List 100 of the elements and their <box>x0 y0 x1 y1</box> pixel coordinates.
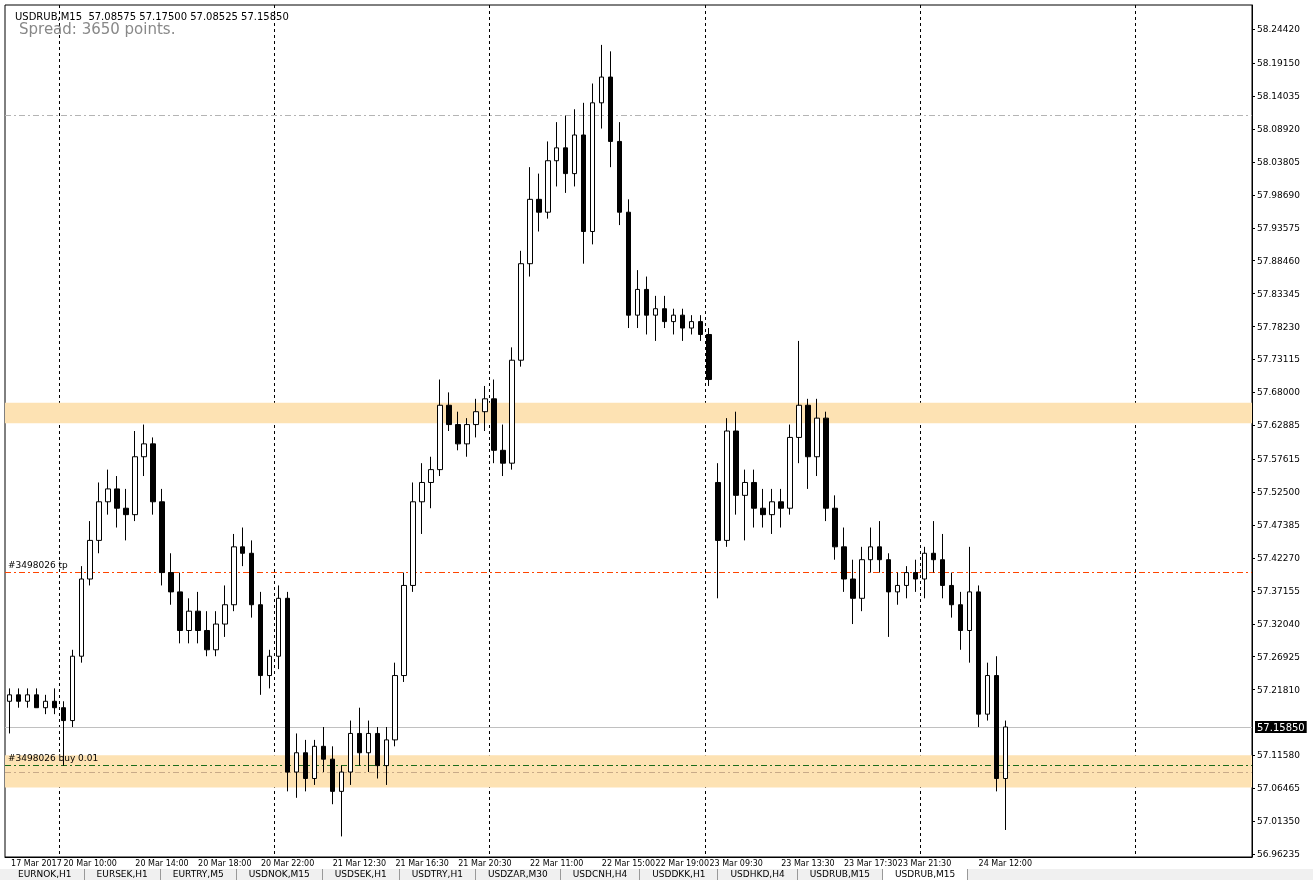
candlestick <box>357 707 362 767</box>
text: USDZAR,M30 <box>475 869 561 880</box>
x-tick-label: 20 Mar 14:00 <box>135 858 189 868</box>
candlestick <box>581 102 586 265</box>
candlestick <box>590 83 595 245</box>
candlestick <box>949 572 954 619</box>
candlestick <box>518 250 524 368</box>
candlestick <box>671 308 676 335</box>
x-tick-label: 22 Mar 11:00 <box>530 858 584 868</box>
candlestick <box>877 520 882 574</box>
candlestick <box>751 469 757 529</box>
candlestick <box>769 488 775 535</box>
y-tick-label: 58.03805 <box>1257 156 1300 167</box>
candlestick <box>105 469 111 516</box>
candlestick <box>339 765 344 837</box>
y-tick-label: 57.57615 <box>1257 454 1300 465</box>
candlestick <box>70 649 75 728</box>
candlestick <box>52 687 57 715</box>
candlestick <box>509 346 515 471</box>
y-tick-label: 58.19150 <box>1257 58 1301 69</box>
candlestick <box>554 121 559 187</box>
candlestick <box>967 546 972 664</box>
candlestick <box>958 591 963 651</box>
candlestick <box>16 687 21 709</box>
text: EURSEK,H1 <box>84 869 161 880</box>
candlestick <box>231 533 237 612</box>
y-tick-label: 57.26925 <box>1257 651 1300 662</box>
candlestick <box>563 115 568 194</box>
text: USDTRY,H1 <box>399 869 476 880</box>
candlestick <box>841 527 847 593</box>
x-tick-label: 23 Mar 21:30 <box>897 858 952 868</box>
candlestick <box>742 469 748 541</box>
candlestick <box>204 610 210 657</box>
y-tick-label: 57.78230 <box>1257 321 1301 332</box>
candlestick <box>617 121 622 226</box>
text: USDHKD,H4 <box>718 869 798 880</box>
text: USDRUB,M15 <box>797 869 883 880</box>
candlestick <box>348 720 353 786</box>
y-tick-label: 57.06465 <box>1257 783 1300 794</box>
x-tick-label: 23 Mar 09:30 <box>709 858 763 868</box>
candlestick <box>985 662 990 722</box>
candlestick <box>455 411 461 451</box>
text: EURNOK,H1 <box>6 869 85 880</box>
candlestick <box>446 391 452 432</box>
x-tick-label: 20 Mar 10:00 <box>63 858 117 868</box>
candlestick <box>832 494 838 561</box>
text: EURTRY,M5 <box>160 869 237 880</box>
x-tick-label: 22 Mar 19:00 <box>655 858 710 868</box>
candlestick <box>778 488 784 529</box>
y-tick-label: 56.96235 <box>1257 849 1300 860</box>
y-tick-label: 57.32040 <box>1257 618 1301 629</box>
text: USDRUB,M15 <box>883 869 969 880</box>
candlestick <box>644 276 649 335</box>
candlestick <box>195 591 201 644</box>
candlestick <box>132 430 138 522</box>
candlestick <box>294 732 299 799</box>
y-tick-label: 57.62885 <box>1257 420 1300 431</box>
text: USDDKK,H1 <box>640 869 719 880</box>
candlestick <box>796 340 802 464</box>
candlestick <box>635 269 640 329</box>
y-tick-label: 57.42270 <box>1257 552 1301 563</box>
candlestick <box>653 295 658 342</box>
x-tick-label: 20 Mar 22:00 <box>260 858 315 868</box>
x-tick-label: 17 Mar 2017 <box>11 858 62 868</box>
candlestick <box>994 655 999 792</box>
candlestick <box>976 584 981 728</box>
y-tick-label: 57.83345 <box>1257 288 1300 299</box>
candlestick <box>410 481 416 593</box>
candlestick <box>868 527 873 574</box>
x-tick-label: 23 Mar 17:30 <box>844 858 898 868</box>
candlestick <box>375 726 380 779</box>
candlestick <box>384 726 389 786</box>
text: USDNOK,M15 <box>236 869 323 880</box>
text: USDCNH,H4 <box>560 869 641 880</box>
candlestick <box>428 456 434 509</box>
text: USDRUB,M15 57.08575 57.17500 57.08525 57.15850 <box>15 10 289 22</box>
candlestick <box>473 398 479 438</box>
candlestick <box>366 720 371 773</box>
candlestick <box>186 597 192 644</box>
candlestick <box>689 314 694 335</box>
y-tick-label: 57.21810 <box>1257 684 1301 695</box>
x-tick-label: 22 Mar 15:00 <box>601 858 656 868</box>
candlestick <box>527 166 533 278</box>
x-tick-label: 21 Mar 12:30 <box>332 858 387 868</box>
candlestick <box>7 687 12 734</box>
candlestick <box>464 417 470 458</box>
candlestick <box>222 584 228 638</box>
candlestick <box>419 462 425 535</box>
candlestick <box>401 572 407 683</box>
candlestick <box>123 488 129 541</box>
y-tick-label: 57.47385 <box>1257 520 1300 531</box>
candlestick <box>258 591 263 696</box>
candlestick <box>904 565 909 599</box>
candlestick <box>141 424 147 477</box>
candlestick <box>680 308 685 342</box>
candlestick <box>168 552 174 606</box>
candlestick <box>96 481 102 554</box>
y-tick-label: 57.11580 <box>1257 750 1301 761</box>
y-tick-label: 58.14035 <box>1257 91 1300 102</box>
candlestick <box>159 488 165 586</box>
